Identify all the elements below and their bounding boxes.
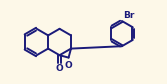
Text: Br: Br xyxy=(123,11,134,20)
Text: O: O xyxy=(56,64,63,73)
Text: O: O xyxy=(65,61,72,70)
